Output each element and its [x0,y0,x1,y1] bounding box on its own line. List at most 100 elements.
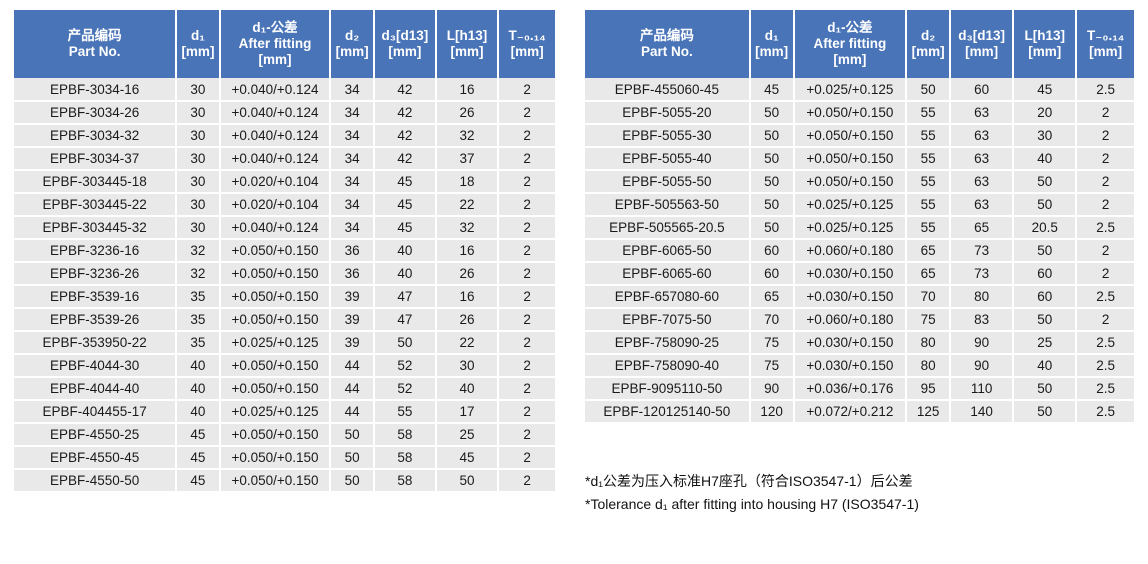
spec-value-cell: +0.036/+0.176 [792,377,907,401]
spec-value-cell: 30 [175,216,220,240]
part-no-cell: EPBF-6065-50 [585,239,750,263]
spec-value-cell: 30 [175,193,220,217]
table-row: EPBF-303445-32 30 +0.040/+0.124 34 45 32 2 [14,216,555,240]
spec-value-cell: +0.040/+0.124 [218,78,331,102]
table-row: EPBF-4044-40 40 +0.050/+0.150 44 52 40 2 [14,377,555,401]
part-no-cell: EPBF-120125140-50 [585,400,750,424]
spec-value-cell: 39 [329,308,374,332]
spec-value-cell: 2 [497,124,555,148]
spec-value-cell: 2 [497,308,555,332]
part-no-cell: EPBF-7075-50 [585,308,750,332]
column-header-line: [mm] [388,44,422,59]
spec-value-cell: 63 [949,170,1014,194]
spec-value-cell: +0.030/+0.150 [792,331,907,355]
column-header-line: Part No. [68,44,121,59]
part-no-cell: EPBF-5055-50 [585,170,750,194]
spec-value-cell: 73 [949,239,1014,263]
column-header-line: T₋₀.₁₄ [1087,28,1125,44]
column-header-line: [mm] [755,44,789,59]
spec-value-cell: 60 [949,78,1014,102]
spec-value-cell: +0.050/+0.150 [218,285,331,309]
table-row: EPBF-505565-20.5 50 +0.025/+0.125 55 65 20.5 2… [585,216,1134,240]
spec-value-cell: 34 [329,101,374,125]
spec-value-cell: 63 [949,124,1014,148]
spec-value-cell: 63 [949,147,1014,171]
spec-value-cell: 58 [372,423,436,447]
column-header-line: d₂ [920,28,936,44]
spec-value-cell: 50 [329,469,374,493]
spec-value-cell: +0.025/+0.125 [792,78,907,102]
column-header: d₂ [mm] [905,10,951,78]
spec-value-cell: +0.050/+0.150 [792,147,907,171]
spec-value-cell: 55 [905,170,951,194]
column-header-line: L[h13] [1024,28,1066,44]
spec-value-cell: 47 [372,285,436,309]
table-row: EPBF-5055-50 50 +0.050/+0.150 55 63 50 2 [585,170,1134,194]
spec-value-cell: 2.5 [1075,78,1134,102]
spec-value-cell: 2 [497,423,555,447]
spec-value-cell: 30 [175,170,220,194]
column-header: d₁ [mm] [175,10,220,78]
footnote-line-cn: *d₁公差为压入标准H7座孔（符合ISO3547-1）后公差 [585,473,913,489]
spec-value-cell: 50 [905,78,951,102]
spec-value-cell: 42 [372,101,436,125]
spec-value-cell: 55 [905,216,951,240]
spec-value-cell: 45 [175,446,220,470]
footnote: *d₁公差为压入标准H7座孔（符合ISO3547-1）后公差 *Toleranc… [585,470,1134,515]
spec-value-cell: 65 [905,239,951,263]
table-row: EPBF-303445-22 30 +0.020/+0.104 34 45 22 2 [14,193,555,217]
spec-value-cell: 45 [434,446,499,470]
spec-value-cell: +0.030/+0.150 [792,285,907,309]
spec-value-cell: 90 [949,354,1014,378]
right-spec-table: 产品编码 Part No. d₁ [mm] d₁-公差 After fitting [mm]… [585,10,1134,424]
part-no-cell: EPBF-303445-22 [14,193,177,217]
column-header-line: [mm] [258,51,292,67]
spec-value-cell: 30 [175,147,220,171]
table-row: EPBF-303445-18 30 +0.020/+0.104 34 45 18 2 [14,170,555,194]
table-row: EPBF-6065-60 60 +0.030/+0.150 65 73 60 2 [585,262,1134,286]
column-header-line: 产品编码 [639,28,694,44]
column-header-line: After fitting [813,36,887,52]
spec-value-cell: 75 [748,331,794,355]
spec-value-cell: 50 [748,193,794,217]
header-row: 产品编码 Part No. d₁ [mm] d₁-公差 After fitting [mm]… [14,10,555,78]
part-no-cell: EPBF-505565-20.5 [585,216,750,240]
spec-value-cell: 50 [748,124,794,148]
spec-value-cell: 80 [905,354,951,378]
column-header-line: [mm] [833,51,867,67]
spec-value-cell: 75 [905,308,951,332]
spec-value-cell: 63 [949,193,1014,217]
spec-value-cell: 2.5 [1075,285,1134,309]
spec-value-cell: 2 [497,239,555,263]
spec-value-cell: 80 [905,331,951,355]
spec-value-cell: 50 [329,446,374,470]
spec-value-cell: 50 [1012,239,1077,263]
spec-value-cell: 22 [434,193,499,217]
part-no-cell: EPBF-4550-50 [14,469,177,493]
column-header: T₋₀.₁₄ [mm] [497,10,555,78]
spec-value-cell: +0.020/+0.104 [218,170,331,194]
spec-value-cell: 35 [175,285,220,309]
spec-value-cell: 16 [434,239,499,263]
spec-value-cell: +0.050/+0.150 [218,377,331,401]
part-no-cell: EPBF-5055-20 [585,101,750,125]
column-header-line: [mm] [335,44,369,59]
table-row: EPBF-3034-32 30 +0.040/+0.124 34 42 32 2 [14,124,555,148]
part-no-cell: EPBF-5055-30 [585,124,750,148]
part-no-cell: EPBF-3539-26 [14,308,177,332]
spec-value-cell: 30 [175,124,220,148]
column-header-line: d₃[d13] [958,28,1005,44]
column-header-line: d₂ [344,28,360,44]
part-no-cell: EPBF-3236-16 [14,239,177,263]
part-no-cell: EPBF-9095110-50 [585,377,750,401]
spec-value-cell: 2 [497,101,555,125]
spec-value-cell: +0.050/+0.150 [218,446,331,470]
spec-value-cell: 40 [434,377,499,401]
table-row: EPBF-9095110-50 90 +0.036/+0.176 95 110 50 2.5 [585,377,1134,401]
spec-value-cell: 2 [497,78,555,102]
spec-value-cell: 73 [949,262,1014,286]
table-row: EPBF-353950-22 35 +0.025/+0.125 39 50 22 2 [14,331,555,355]
spec-value-cell: 37 [434,147,499,171]
spec-value-cell: 55 [905,147,951,171]
spec-value-cell: 17 [434,400,499,424]
